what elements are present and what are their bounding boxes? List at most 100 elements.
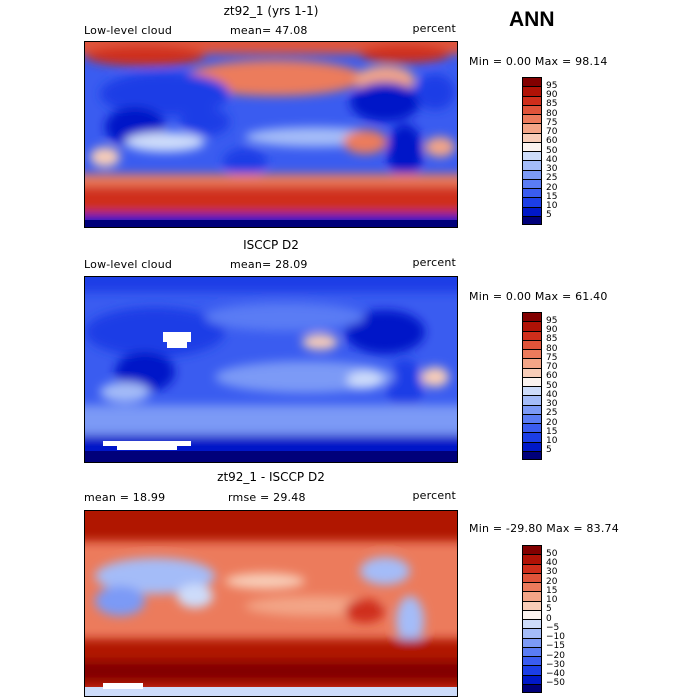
colorbar-cell (522, 563, 542, 573)
colorbar-cell (522, 95, 542, 105)
panel-3-map (84, 510, 458, 697)
colorbar-tick-label: 90 (546, 90, 558, 100)
season-label: ANN (509, 8, 555, 31)
colorbar-tick-label: −5 (546, 622, 560, 633)
colorbar-tick-label: 30 (546, 567, 558, 578)
colorbar-cell (522, 376, 542, 386)
colorbar-tick-label: 15 (546, 191, 558, 202)
colorbar-cell (522, 215, 542, 225)
colorbar-cell (522, 197, 542, 207)
colorbar-tick-label: 15 (546, 585, 558, 596)
colorbar-tick-label: 30 (546, 164, 558, 174)
colorbar-tick-label: 50 (546, 548, 558, 559)
panel-2-map (84, 276, 458, 463)
panel-2-units-label: percent (412, 256, 456, 269)
colorbar-cell (522, 423, 542, 433)
colorbar-tick-label: 10 (546, 436, 558, 446)
colorbar-tick-label: 95 (546, 315, 558, 326)
colorbar-cell (522, 619, 542, 629)
colorbar-cell (522, 683, 542, 693)
colorbar-cell (522, 432, 542, 442)
colorbar-tick-label: 10 (546, 595, 558, 605)
colorbar-frame (522, 545, 542, 693)
colorbar-cell (522, 628, 542, 638)
panel-2-title: ISCCP D2 (243, 238, 299, 252)
colorbar-tick-label: 80 (546, 108, 558, 119)
panel-1-variable-label: Low-level cloud (84, 24, 173, 37)
panel-3-units-label: percent (412, 489, 456, 502)
colorbar-tick-label: −10 (546, 632, 565, 642)
colorbar-tick-label: 75 (546, 352, 558, 363)
colorbar-cell (522, 582, 542, 592)
colorbar-tick-label: 20 (546, 182, 558, 193)
colorbar-tick-label: 25 (546, 408, 558, 419)
colorbar-cell (522, 386, 542, 396)
colorbar-cell (522, 646, 542, 656)
panel-2-variable-label: Low-level cloud (84, 258, 173, 271)
colorbar-cell (522, 450, 542, 460)
colorbar-tick-label: 20 (546, 576, 558, 587)
colorbar-cell (522, 123, 542, 133)
colorbar-tick-label: 70 (546, 127, 558, 137)
colorbar-cell (522, 572, 542, 582)
colorbar-cell (522, 349, 542, 359)
colorbar-cell (522, 151, 542, 161)
colorbar-tick-label: 75 (546, 117, 558, 128)
colorbar-frame (522, 312, 542, 460)
colorbar-cell (522, 665, 542, 675)
colorbar-cell (522, 358, 542, 368)
panel-3-rmse-label: rmse = 29.48 (228, 491, 306, 504)
colorbar-cell (522, 674, 542, 684)
panel-1-map (84, 41, 458, 228)
colorbar-tick-label: 40 (546, 154, 558, 165)
panel-3-minmax-label: Min = -29.80 Max = 83.74 (469, 522, 619, 535)
colorbar-cell (522, 188, 542, 198)
colorbar-tick-label: 95 (546, 80, 558, 91)
colorbar-cell (522, 132, 542, 142)
colorbar-tick-label: 85 (546, 334, 558, 345)
colorbar-tick-label: 80 (546, 343, 558, 354)
colorbar-tick-label: 15 (546, 426, 558, 437)
colorbar-cell (522, 656, 542, 666)
colorbar-tick-label: 30 (546, 399, 558, 409)
colorbar-cell (522, 86, 542, 96)
panel-1-minmax-label: Min = 0.00 Max = 98.14 (469, 55, 608, 68)
panel-2-mean-label: mean= 28.09 (230, 258, 308, 271)
colorbar-tick-label: 25 (546, 173, 558, 184)
colorbar-cell (522, 413, 542, 423)
colorbar-cell (522, 160, 542, 170)
colorbar-cell (522, 169, 542, 179)
panel-3-mean-label: mean = 18.99 (84, 491, 166, 504)
colorbar-cell (522, 330, 542, 340)
colorbar-tick-label: −50 (546, 678, 565, 689)
colorbar-tick-label: −40 (546, 669, 565, 679)
panel-2-colorbar: 5 10 15 20 25 30 40 50 60 70 75 80 85 90 95 (522, 312, 582, 460)
colorbar-cell (522, 404, 542, 414)
colorbar-cell (522, 206, 542, 216)
panel-2-minmax-label: Min = 0.00 Max = 61.40 (469, 290, 608, 303)
colorbar-tick-label: 40 (546, 389, 558, 400)
colorbar-tick-label: 85 (546, 99, 558, 110)
colorbar-cell (522, 395, 542, 405)
panel-3-colorbar: −50 −40 −30 −20 −15 −10 −5 0 5 10 15 20 30 40 50 (522, 545, 582, 693)
colorbar-cell (522, 591, 542, 601)
panel-3-title: zt92_1 - ISCCP D2 (217, 470, 325, 484)
panel-1-colorbar: 5 10 15 20 25 30 40 50 60 70 75 80 85 90 95 (522, 77, 582, 225)
colorbar-tick-label: 5 (546, 604, 552, 615)
colorbar-cell (522, 441, 542, 451)
colorbar-tick-label: 70 (546, 362, 558, 372)
colorbar-tick-label: −20 (546, 650, 565, 661)
colorbar-tick-label: 5 (546, 445, 552, 456)
colorbar-tick-label: 60 (546, 371, 558, 382)
panel-1-title: zt92_1 (yrs 1-1) (223, 4, 319, 18)
colorbar-tick-label: 20 (546, 417, 558, 428)
colorbar-tick-label: 0 (546, 613, 552, 624)
colorbar-cell (522, 600, 542, 610)
colorbar-cell (522, 339, 542, 349)
colorbar-tick-label: 60 (546, 136, 558, 147)
colorbar-cell (522, 141, 542, 151)
colorbar-cell (522, 114, 542, 124)
colorbar-cell (522, 321, 542, 331)
colorbar-tick-label: −30 (546, 659, 565, 670)
panel-1-units-label: percent (412, 22, 456, 35)
